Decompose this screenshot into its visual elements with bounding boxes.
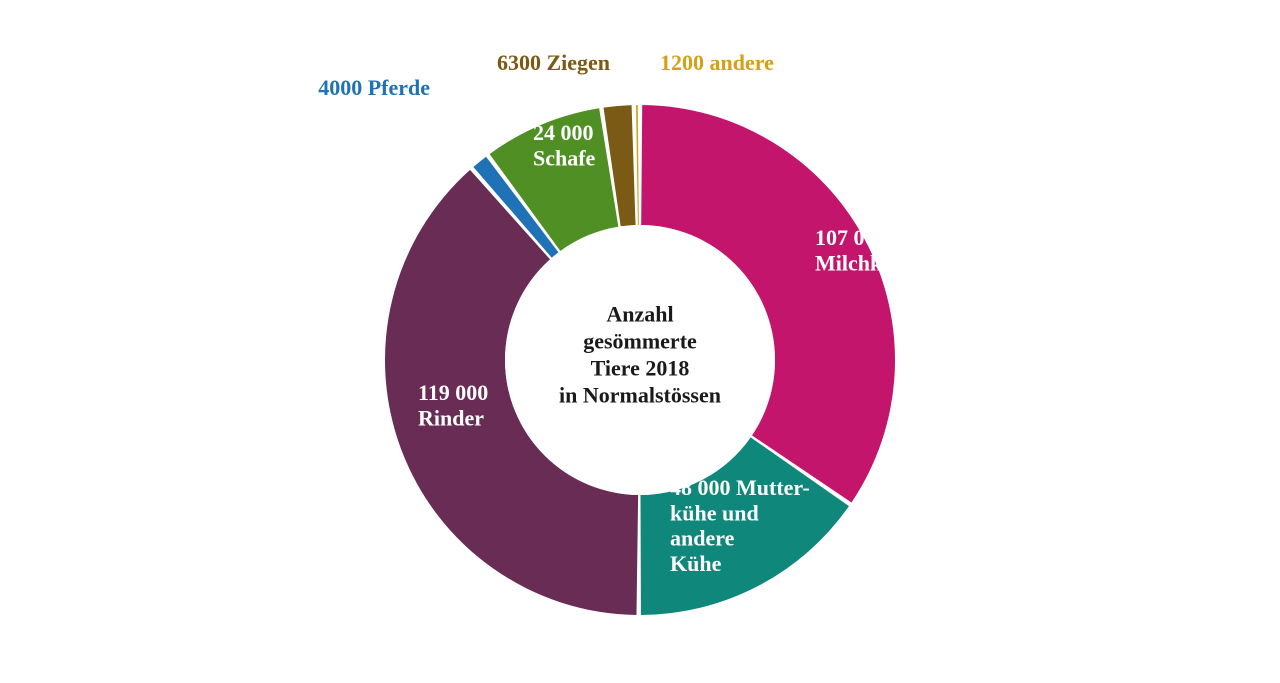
- label-schafe: 24 000Schafe: [533, 120, 596, 170]
- label-andere: 1200 andere: [660, 50, 774, 75]
- donut-chart: AnzahlgesömmerteTiere 2018in Normalstöss…: [0, 0, 1280, 683]
- label-pferde: 4000 Pferde: [318, 75, 430, 100]
- label-ziegen: 6300 Ziegen: [497, 50, 610, 75]
- label-rinder: 119 000Rinder: [418, 380, 488, 430]
